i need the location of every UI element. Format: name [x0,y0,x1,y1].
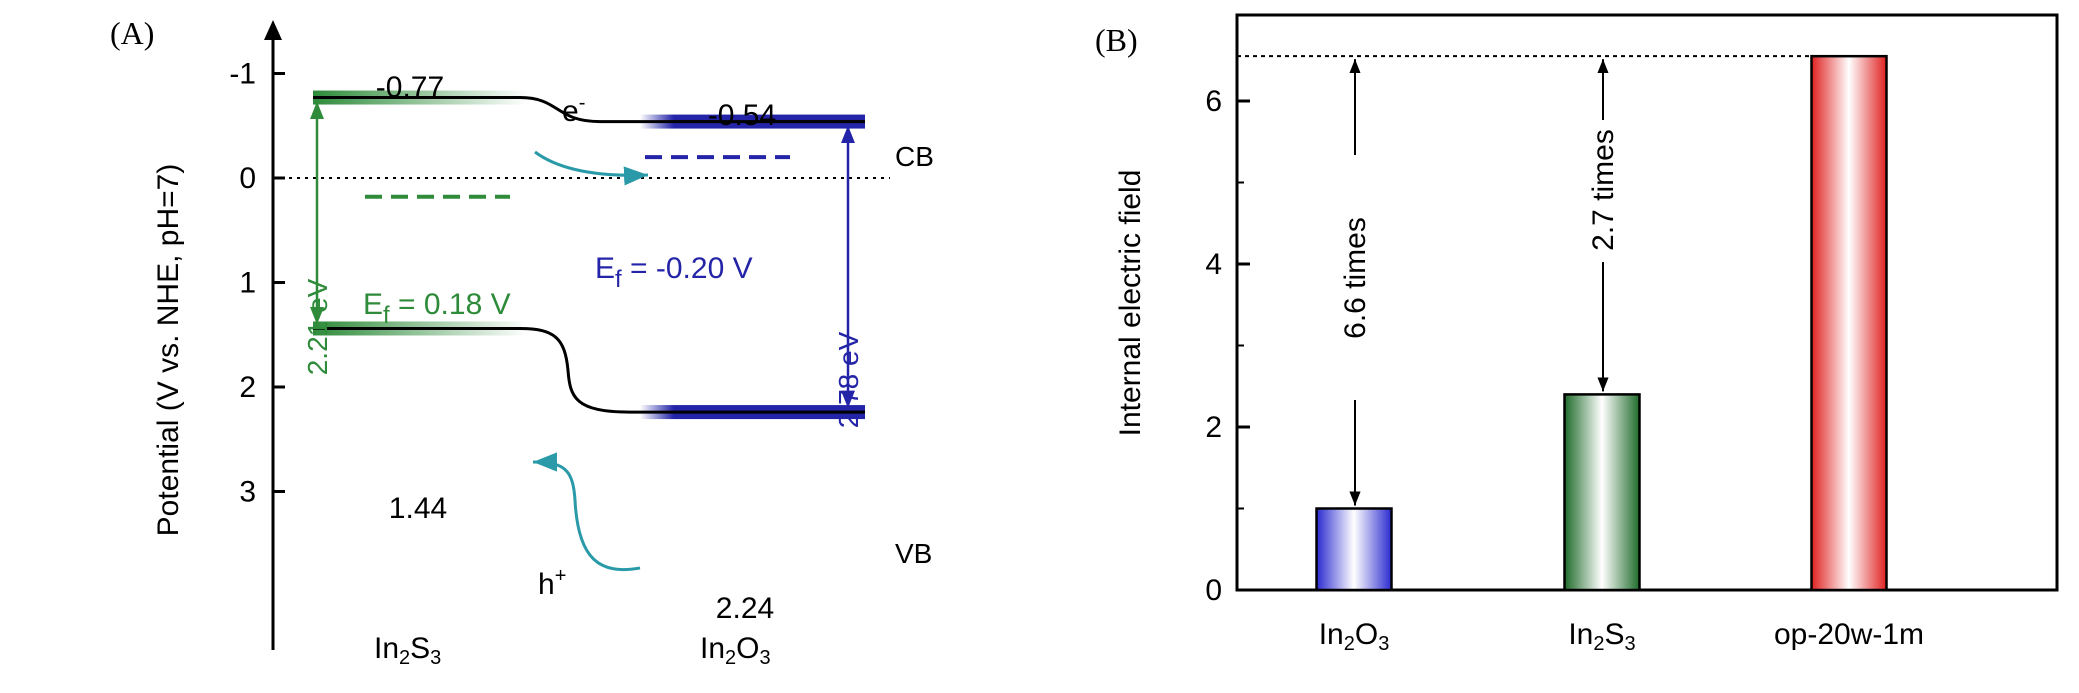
in2s3-fermi-label: Ef = 0.18 V [363,288,511,329]
in2o3-label: In2O3 [700,632,771,669]
in2o3-vb-value: 2.24 [716,592,774,625]
electron-label: e- [562,92,585,128]
a-y-tick-label: -1 [229,58,256,91]
electron-transfer-arrow [534,150,649,186]
bar-op-20w-1m [1810,54,1888,592]
b-plot-frame [1235,13,2059,592]
a-y-tick-label: 3 [239,476,256,509]
b-y-tick-label: 6 [1205,85,1222,118]
in2s3-gap-label: 2.21 eV [302,278,333,375]
b-y-tick-label: 0 [1205,574,1222,607]
cat-label-in2o3: In2O3 [1319,618,1390,655]
in2o3-cb-value: -0.54 [708,99,776,132]
b-y-tick-label: 4 [1205,248,1222,281]
panel-a: (A) -1 0 1 2 3 Potential (V vs. NHE, pH=7) 2… [110,15,934,669]
in2s3-vb-value: 1.44 [389,492,447,525]
cat-label-in2s3: In2S3 [1568,618,1635,655]
in2o3-fermi-label: Ef = -0.20 V [595,252,753,293]
a-y-tick-label: 0 [239,162,256,195]
hole-transfer-arrow [532,452,641,572]
panel-a-label: (A) [110,15,154,51]
in2s3-label: In2S3 [374,632,441,669]
a-y-ticks: -1 0 1 2 3 [229,58,285,509]
vb-band-line [313,326,865,414]
cb-label: CB [895,141,934,172]
b-y-ticks: 0 2 4 6 [1205,85,1250,607]
a-y-tick-label: 2 [239,371,256,404]
in2s3-cb-value: -0.77 [376,71,444,104]
b-y-tick-label: 2 [1205,411,1222,444]
vb-label: VB [895,538,932,569]
a-y-tick-label: 1 [239,267,256,300]
cb-band-line [313,96,865,124]
bar-in2o3 [1315,507,1393,592]
bar-in2s3 [1563,393,1641,592]
ann2-label: 2.7 times [1587,129,1620,251]
a-y-axis-label: Potential (V vs. NHE, pH=7) [152,164,185,537]
b-y-axis-label: Internal electric field [1114,170,1147,437]
hole-label: h+ [538,565,566,601]
a-y-axis-arrow [264,20,282,40]
ann1-label: 6.6 times [1339,217,1372,339]
in2o3-gap-label: 2.78 eV [833,331,864,428]
panel-b: (B) Internal electric field 0 2 4 6 6.6 tim… [1095,13,2059,655]
panel-b-label: (B) [1095,22,1138,58]
cat-label-op-20w-1m: op-20w-1m [1774,618,1924,651]
